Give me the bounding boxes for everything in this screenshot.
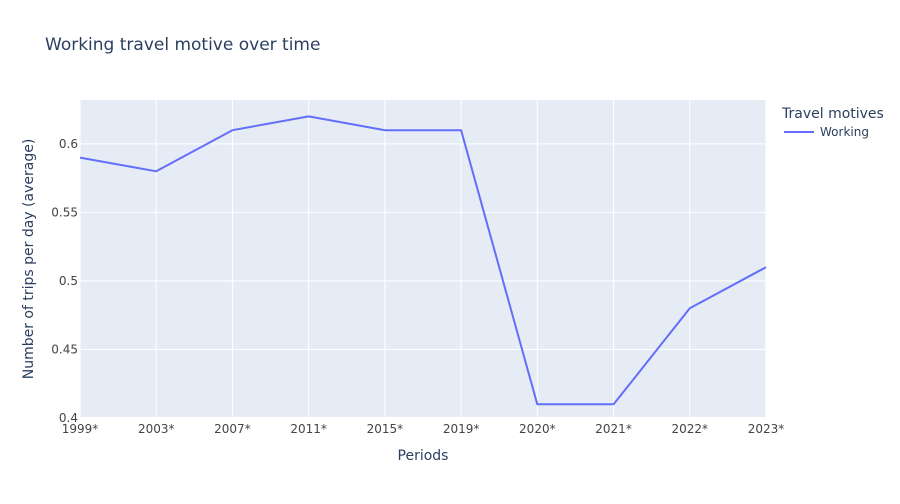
x-tick-label: 2015* (367, 422, 404, 436)
gridlines (79, 100, 767, 419)
y-tick-label: 0.55 (51, 205, 78, 219)
y-tick-label: 0.45 (51, 342, 78, 356)
chart-title: Working travel motive over time (45, 35, 320, 55)
x-tick-label: 2022* (672, 422, 709, 436)
x-tick-label: 2020* (519, 422, 556, 436)
x-axis-label: Periods (398, 448, 449, 464)
y-tick-label: 0.5 (59, 274, 78, 288)
y-axis-ticks: 0.4 0.45 0.5 0.55 0.6 (51, 137, 78, 425)
x-tick-label: 1999* (62, 422, 99, 436)
x-tick-label: 2011* (290, 422, 327, 436)
x-tick-label: 2007* (214, 422, 251, 436)
legend-title: Travel motives (781, 106, 884, 122)
y-axis-label: Number of trips per day (average) (21, 139, 37, 380)
x-axis-ticks: 1999* 2003* 2007* 2011* 2015* 2019* 2020* 2021*… (62, 422, 785, 436)
legend-item-working[interactable]: Working (820, 125, 869, 139)
y-tick-label: 0.6 (59, 137, 78, 151)
x-tick-label: 2019* (443, 422, 480, 436)
y-tick-label: 0.4 (59, 411, 78, 425)
x-tick-label: 2023* (748, 422, 785, 436)
series-line-working[interactable] (79, 115, 767, 406)
series-layer (79, 115, 767, 406)
x-tick-label: 2003* (138, 422, 175, 436)
x-tick-label: 2021* (595, 422, 632, 436)
legend[interactable]: Travel motives Working (781, 106, 884, 139)
plot-area (80, 100, 766, 418)
